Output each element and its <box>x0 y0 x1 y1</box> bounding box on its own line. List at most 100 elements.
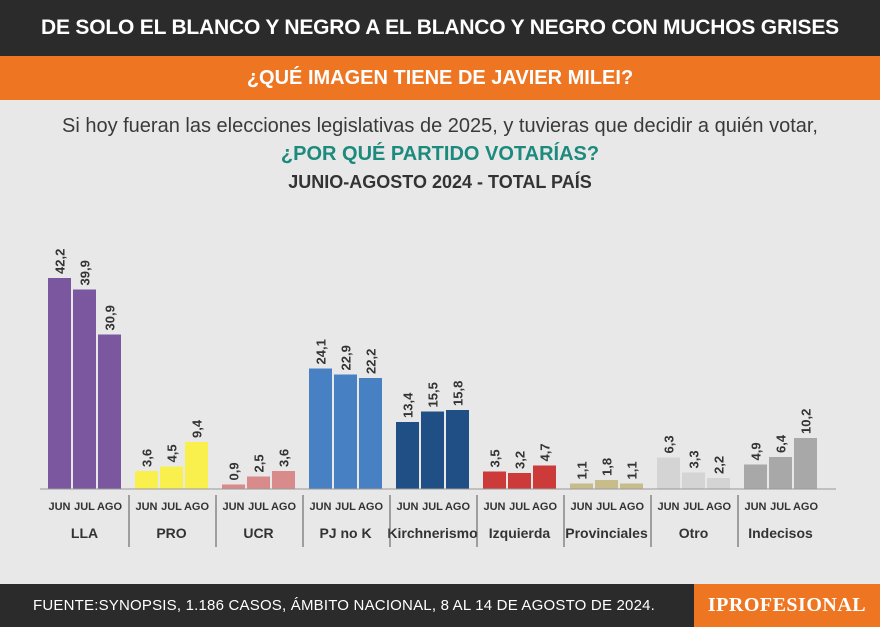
month-tick-label: JUL <box>422 501 443 513</box>
bar <box>794 438 817 489</box>
bar <box>508 473 531 489</box>
bar <box>185 442 208 489</box>
data-label: 24,1 <box>314 339 329 364</box>
bar-group: 0,9 JUN 2,5 JUL 3,6 AGO UCR <box>222 449 296 541</box>
bar <box>272 471 295 489</box>
question-bar: ¿QUÉ IMAGEN TIENE DE JAVIER MILEI? <box>0 56 880 100</box>
data-label: 3,6 <box>277 449 292 467</box>
data-label: 1,8 <box>600 458 615 476</box>
month-tick-label: JUN <box>396 501 418 513</box>
data-label: 2,2 <box>712 456 727 474</box>
category-label: Indecisos <box>748 525 813 541</box>
month-tick-label: JUN <box>135 501 157 513</box>
bar <box>396 422 419 489</box>
bar-group: 1,1 JUN 1,8 JUL 1,1 AGO Provinciales <box>565 458 648 541</box>
survey-period: JUNIO-AGOSTO 2024 - TOTAL PAÍS <box>288 172 592 192</box>
data-label: 13,4 <box>401 392 416 418</box>
data-label: 6,3 <box>662 435 677 453</box>
category-label: Otro <box>679 525 709 541</box>
bar <box>682 472 705 489</box>
bar <box>595 480 618 489</box>
bar <box>707 478 730 489</box>
month-tick-label: AGO <box>97 501 123 513</box>
data-label: 22,9 <box>339 345 354 370</box>
month-tick-label: JUL <box>683 501 704 513</box>
bar <box>359 378 382 489</box>
month-tick-label: AGO <box>271 501 297 513</box>
month-tick-label: JUL <box>770 501 791 513</box>
month-tick-label: JUN <box>657 501 679 513</box>
bar <box>334 374 357 489</box>
footer-bar: FUENTE:SYNOPSIS, 1.186 CASOS, ÁMBITO NAC… <box>0 584 880 627</box>
bar-group: 13,4 JUN 15,5 JUL 15,8 AGO Kirchnerismo <box>387 381 477 541</box>
category-label: PRO <box>156 525 186 541</box>
bar-group: 4,9 JUN 6,4 JUL 10,2 AGO Indecisos <box>744 409 818 541</box>
data-label: 4,7 <box>538 443 553 461</box>
bar <box>247 476 270 489</box>
category-label: PJ no K <box>319 525 371 541</box>
data-label: 1,1 <box>625 461 640 479</box>
data-label: 39,9 <box>78 260 93 285</box>
month-tick-label: AGO <box>358 501 384 513</box>
headline-bar: DE SOLO EL BLANCO Y NEGRO A EL BLANCO Y … <box>0 0 880 56</box>
category-label: Provinciales <box>565 525 648 541</box>
month-tick-label: JUL <box>596 501 617 513</box>
bar <box>620 483 643 489</box>
bar <box>48 278 71 489</box>
bar <box>570 483 593 489</box>
month-tick-label: JUN <box>483 501 505 513</box>
data-label: 4,5 <box>165 444 180 462</box>
data-label: 2,5 <box>252 454 267 472</box>
month-tick-label: JUL <box>335 501 356 513</box>
brand-logo: IPROFESIONAL <box>694 584 880 627</box>
source-note: FUENTE:SYNOPSIS, 1.186 CASOS, ÁMBITO NAC… <box>33 597 656 614</box>
data-label: 3,3 <box>687 450 702 468</box>
month-tick-label: JUN <box>744 501 766 513</box>
data-label: 3,5 <box>488 449 503 467</box>
bar <box>160 466 183 489</box>
month-tick-label: JUN <box>309 501 331 513</box>
bar <box>533 465 556 489</box>
bar <box>309 368 332 489</box>
month-tick-label: AGO <box>706 501 732 513</box>
data-label: 15,8 <box>451 381 466 406</box>
bar-group: 6,3 JUN 3,3 JUL 2,2 AGO Otro <box>657 435 731 541</box>
bar <box>657 457 680 489</box>
data-label: 4,9 <box>749 442 764 460</box>
month-tick-label: JUN <box>570 501 592 513</box>
category-label: Izquierda <box>489 525 551 541</box>
data-label: 9,4 <box>190 419 205 438</box>
month-tick-label: JUL <box>161 501 182 513</box>
bar <box>98 334 121 489</box>
month-tick-label: AGO <box>184 501 210 513</box>
category-label: UCR <box>243 525 273 541</box>
month-tick-label: JUL <box>74 501 95 513</box>
data-label: 15,5 <box>426 382 441 407</box>
data-label: 42,2 <box>53 249 68 274</box>
bar-group: 42,2 JUN 39,9 JUL 30,9 AGO LLA <box>48 249 122 541</box>
data-label: 22,2 <box>364 349 379 374</box>
data-label: 30,9 <box>103 305 118 330</box>
survey-question: ¿POR QUÉ PARTIDO VOTARÍAS? <box>280 143 600 165</box>
bar <box>446 410 469 489</box>
data-label: 0,9 <box>227 462 242 480</box>
survey-subtitle: Si hoy fueran las elecciones legislativa… <box>61 115 818 137</box>
bar <box>135 471 158 489</box>
data-label: 6,4 <box>774 434 789 453</box>
bar <box>421 411 444 489</box>
bar <box>222 484 245 489</box>
bar-chart: 42,2 JUN 39,9 JUL 30,9 AGO LLA 3,6 JUN 4,5 JUL 9,4 A… <box>40 249 836 547</box>
month-tick-label: AGO <box>532 501 558 513</box>
month-tick-label: AGO <box>793 501 819 513</box>
bar-group: 3,5 JUN 3,2 JUL 4,7 AGO Izquierda <box>483 443 557 541</box>
headline: DE SOLO EL BLANCO Y NEGRO A EL BLANCO Y … <box>41 16 839 39</box>
month-tick-label: JUN <box>222 501 244 513</box>
bar <box>744 464 767 489</box>
month-tick-label: JUL <box>509 501 530 513</box>
category-label: LLA <box>71 525 98 541</box>
data-label: 1,1 <box>575 461 590 479</box>
bar <box>483 471 506 489</box>
bar <box>73 289 96 489</box>
month-tick-label: JUN <box>48 501 70 513</box>
